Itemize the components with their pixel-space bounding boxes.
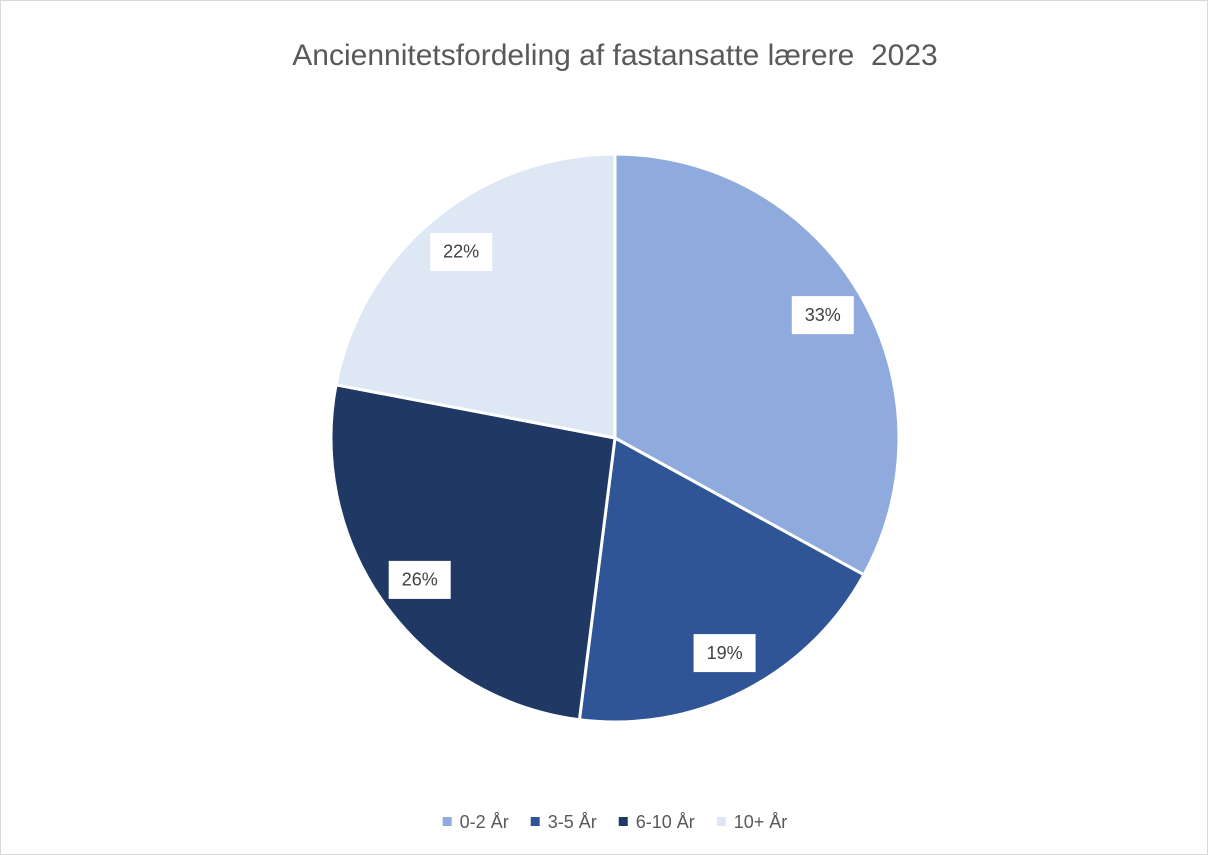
pie-slice <box>329 383 617 722</box>
data-label-box <box>388 560 451 599</box>
data-label: 26% <box>402 570 438 590</box>
data-label-box <box>430 232 493 271</box>
data-label-box <box>693 634 756 673</box>
legend-label: 0-2 År <box>460 812 509 832</box>
data-label: 19% <box>707 643 743 663</box>
legend-label: 6-10 År <box>636 812 695 832</box>
legend-label: 10+ År <box>734 812 788 832</box>
data-label-box <box>791 296 854 335</box>
legend-label: 3-5 År <box>548 812 597 832</box>
pie-slice <box>577 435 866 724</box>
legend-marker <box>530 817 540 826</box>
legend-marker <box>618 817 628 826</box>
chart-title: Anciennitetsfordeling af fastansatte lær… <box>292 39 937 72</box>
pie-slice <box>334 152 617 440</box>
data-label: 33% <box>805 305 841 325</box>
pie-slice <box>613 152 901 577</box>
legend-marker <box>442 817 452 826</box>
legend-marker <box>716 817 726 826</box>
data-label: 22% <box>443 242 479 262</box>
